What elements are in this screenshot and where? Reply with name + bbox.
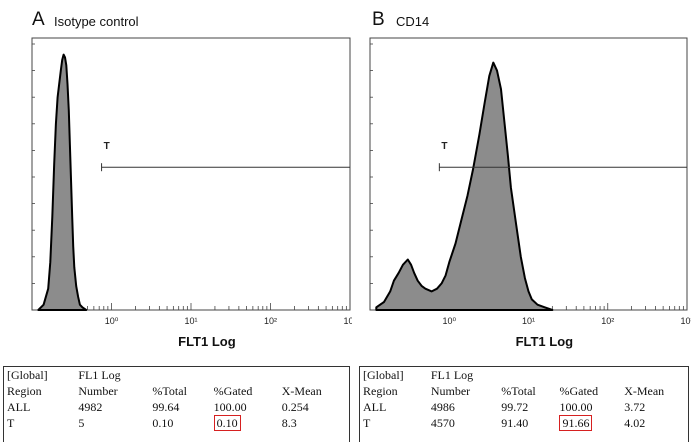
panel-title: CD14: [396, 14, 430, 29]
stats-row: ALL 4986 99.72 100.00 3.72: [360, 399, 688, 415]
stats-cell: 4570: [430, 416, 455, 430]
x-tick-label: 10¹: [522, 316, 535, 326]
stats-cell: %Total: [152, 384, 187, 398]
stats-cell: 0.254: [281, 400, 309, 414]
x-tick-label: 10²: [264, 316, 277, 326]
stats-cell: %Total: [501, 384, 536, 398]
x-tick-label: 10⁰: [442, 316, 456, 326]
gate-label: T: [441, 141, 447, 152]
histogram-chart: 10⁰ 10¹ 10² 10³ T FLT1 Log: [31, 37, 352, 349]
stats-cell: 0.10: [152, 416, 174, 430]
x-axis-label: FLT1 Log: [178, 334, 236, 349]
x-tick-label: 10⁰: [105, 316, 119, 326]
gate-label: T: [104, 141, 110, 152]
stats-cell: [Global]: [7, 368, 48, 382]
stats-cell: %Gated: [213, 384, 253, 398]
stats-row: Region Number %Total %Gated X-Mean: [4, 383, 349, 399]
x-axis-label: FLT1 Log: [516, 334, 574, 349]
stats-cell: [556, 367, 621, 383]
stats-cell: 4986: [430, 400, 455, 414]
stats-cell: X-Mean: [281, 384, 322, 398]
stats-cell: Region: [363, 384, 398, 398]
stats-cell: [211, 367, 279, 383]
highlighted-value: 91.66: [559, 415, 593, 431]
stats-cell: T: [363, 416, 371, 430]
stats-cell: 4982: [78, 400, 103, 414]
stats-table: [Global] FL1 Log Region Number %Total %Gated X…: [359, 366, 689, 442]
x-tick-label: 10²: [601, 316, 614, 326]
stats-cell: Number: [430, 384, 471, 398]
stats-table: [Global] FL1 Log Region Number %Total %Gated X…: [3, 366, 350, 442]
stats-cell: [498, 367, 556, 383]
stats-cell: 99.72: [501, 400, 529, 414]
panel-letter: B: [372, 9, 385, 30]
panel-cd14: B CD14 10⁰ 10¹ 10² 10³ T FLT1 Log [Global] FL1…: [356, 0, 691, 442]
stats-cell: T: [7, 416, 15, 430]
stats-cell: 3.72: [624, 400, 646, 414]
histogram-area: [37, 53, 88, 311]
stats-cell: 91.40: [501, 416, 529, 430]
stats-cell: 8.3: [281, 416, 297, 430]
stats-cell: 0.10: [211, 415, 279, 431]
stats-cell: ALL: [363, 400, 387, 414]
stats-cell: [149, 367, 210, 383]
stats-cell: FL1 Log: [78, 368, 121, 382]
stats-row: [Global] FL1 Log: [4, 367, 349, 383]
histogram-area: [375, 61, 554, 311]
stats-cell: X-Mean: [624, 384, 665, 398]
stats-cell: [Global]: [363, 368, 404, 382]
stats-row: ALL 4982 99.64 100.00 0.254: [4, 399, 349, 415]
stats-row: T 4570 91.40 91.66 4.02: [360, 415, 688, 431]
stats-cell: 100.00: [213, 400, 247, 414]
panel-isotype-control: A Isotype control 10⁰10¹10²10³TFLT1 Log …: [3, 9, 352, 442]
stats-cell: 91.66: [556, 415, 621, 431]
highlighted-value: 0.10: [213, 415, 241, 431]
panel-letter: A: [32, 9, 45, 30]
stats-cell: Region: [7, 384, 42, 398]
stats-row: Region Number %Total %Gated X-Mean: [360, 383, 688, 399]
stats-cell: FL1 Log: [430, 368, 474, 382]
stats-row: T 5 0.10 0.10 8.3: [4, 415, 349, 431]
stats-cell: 99.64: [152, 400, 180, 414]
stats-cell: ALL: [7, 400, 31, 414]
stats-row: [Global] FL1 Log: [360, 367, 688, 383]
plot-frame: [31, 37, 351, 311]
stats-cell: [279, 367, 349, 383]
stats-cell: %Gated: [559, 384, 599, 398]
stats-cell: [621, 367, 688, 383]
x-tick-label: 10¹: [184, 316, 197, 326]
stats-cell: 5: [78, 416, 85, 430]
x-tick-label: 10³: [680, 316, 691, 326]
x-tick-label: 10³: [343, 316, 352, 326]
histogram-chart: 10⁰ 10¹ 10² 10³ T FLT1 Log: [369, 37, 691, 349]
stats-cell: 100.00: [559, 400, 593, 414]
stats-cell: Number: [78, 384, 118, 398]
stats-cell: 4.02: [624, 416, 646, 430]
plot-frame: [369, 37, 688, 311]
panel-title: Isotype control: [54, 14, 139, 29]
